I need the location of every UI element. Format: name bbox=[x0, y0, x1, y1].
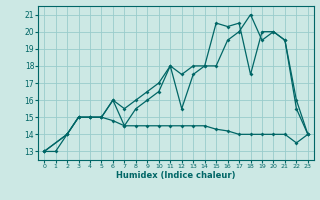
X-axis label: Humidex (Indice chaleur): Humidex (Indice chaleur) bbox=[116, 171, 236, 180]
